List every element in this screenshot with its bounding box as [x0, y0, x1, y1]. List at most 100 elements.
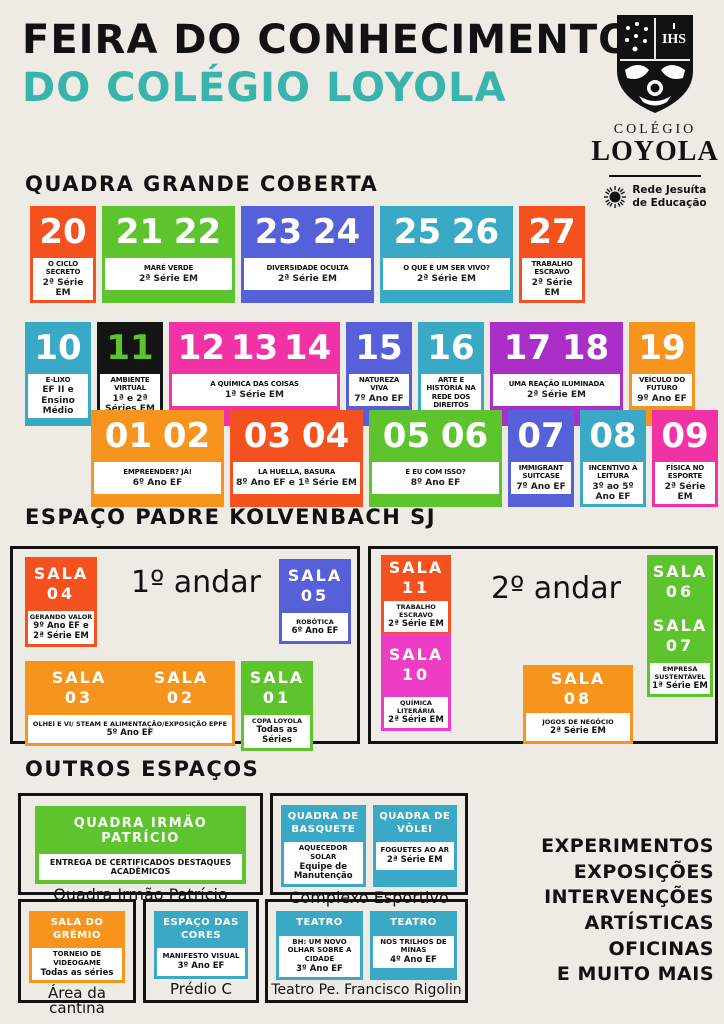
card-title: TORNEIO DE VIDEOGAME	[52, 950, 102, 967]
title-line1: FEIRA DO CONHECIMENTO	[22, 17, 634, 63]
sala-word: SALA	[287, 566, 343, 585]
stand-title: AMBIENTE VIRTUAL	[110, 376, 150, 393]
stand-grade: 2ª Série EM	[664, 481, 706, 503]
section-outros-heading: OUTROS ESPAÇOS	[25, 757, 260, 781]
card-title: BH: UM NOVO OLHAR SOBRE A CIDADE	[287, 937, 352, 964]
sala-grade: 6º Ano EF	[291, 625, 339, 636]
stand-number: 21	[115, 212, 164, 252]
page-title: FEIRA DO CONHECIMENTO DO COLÉGIO LOYOLA	[22, 16, 633, 112]
sala-06-07-label: EMPRESA SUSTENTÁVEL 1ª Série EM	[650, 663, 710, 695]
school-name-line1: COLÉGIO	[613, 122, 697, 137]
network-name-line2: de Educação	[632, 196, 707, 209]
card-header: ESPAÇO DAS CORES	[163, 917, 239, 941]
stand-08: 08 INCENTIVO À LEITURA 3º ao 5º Ano EF	[580, 410, 646, 508]
stand-title: DIVERSIDADE OCULTA	[266, 264, 349, 273]
stand-label: MARÉ VERDE 2ª Série EM	[105, 258, 232, 290]
stand-number: 26	[451, 212, 500, 252]
stand-number: 01	[104, 416, 153, 456]
sala-number: 02	[166, 688, 196, 707]
card-title: MANIFESTO VISUAL	[162, 952, 240, 961]
sala-10: SALA 10 QUÍMICA LITERÁRIA 2ª Série EM	[381, 633, 451, 732]
stand-title: O CICLO SECRETO	[45, 260, 81, 277]
stand-07: 07 IMMIGRANT SUITCASE 7º Ano EF	[508, 410, 574, 508]
sala-08: SALA 08 JOGOS DE NEGÓCIO 2ª Série EM	[523, 665, 633, 744]
sala-number: 10	[401, 665, 431, 684]
stand-number: 15	[355, 328, 403, 368]
stand-09: 09 FÍSICA NO ESPORTE 2ª Série EM	[652, 410, 718, 508]
sala-number: 05	[300, 586, 330, 605]
sala-number: 03	[64, 688, 94, 707]
sala-06-head: SALA 06	[650, 555, 710, 609]
jesuit-sun-icon	[604, 185, 627, 208]
highlight-line: OFICINAS	[608, 937, 714, 960]
patricio-title: ENTREGA DE CERTIFICADOS DESTAQUES ACADÊM…	[39, 854, 242, 880]
stand-grade: 2ª Série EM	[42, 277, 84, 299]
gremio-card: SALA DO GRÊMIO TORNEIO DE VIDEOGAME Toda…	[29, 911, 125, 984]
loyola-shield-icon: IHS	[617, 15, 693, 113]
sala-06-07: SALA 06 SALA 07 EMPRESA SUSTENTÁVEL 1ª S…	[647, 555, 713, 698]
cores-box: ESPAÇO DAS CORES MANIFESTO VISUAL 3º Ano…	[143, 899, 259, 1003]
card-label: MANIFESTO VISUAL 3º Ano EF	[157, 948, 245, 976]
sala-grade: 5º Ano EF	[106, 727, 154, 738]
sala-04-head: SALA 04	[28, 557, 94, 611]
sala-11: SALA 11 TRABALHO ESCRAVO 2ª Série EM	[381, 555, 451, 636]
card-grade: 2ª Série EM	[386, 854, 443, 865]
gremio-cards: SALA DO GRÊMIO TORNEIO DE VIDEOGAME Toda…	[21, 902, 133, 984]
stand-grade: 9º Ano EF	[637, 393, 687, 404]
sala-number: 08	[563, 689, 593, 708]
stand-title: EMPREENDER? JÁ!	[123, 468, 192, 477]
stand-10: 10 E-LIXO EF II e Ensino Médio	[25, 322, 91, 426]
stand-label: NATUREZA VIVA 7º Ano EF	[349, 374, 409, 407]
stand-grade: 2ª Série EM	[278, 273, 337, 284]
stand-title: ARTE E HISTÓRIA NA REDE DOS DIREITOS	[426, 376, 476, 410]
stand-number: 14	[283, 328, 332, 368]
sala-grade: Todas as Séries	[256, 725, 298, 745]
section-quadra-heading: QUADRA GRANDE COBERTA	[25, 172, 379, 196]
sala-word: SALA	[51, 668, 107, 687]
sala-title: TRABALHO ESCRAVO	[396, 603, 436, 620]
stand-number: 23	[254, 212, 303, 252]
sala-01-head: SALA 01	[244, 661, 310, 715]
card-header: TEATRO	[296, 917, 343, 928]
school-name-line2: LOYOLA	[591, 136, 719, 167]
sala-word: SALA	[388, 558, 444, 577]
floor2-label: 2º andar	[491, 571, 621, 606]
stand-20: 20 O CICLO SECRETO 2ª Série EM	[30, 206, 96, 304]
stand-number: 07	[517, 416, 565, 456]
stand-number: 06	[440, 416, 489, 456]
teatro-cards: TEATRO BH: UM NOVO OLHAR SOBRE A CIDADE …	[268, 902, 465, 980]
stand-19: 19 VEÍCULO DO FUTURO 9º Ano EF	[629, 322, 695, 426]
stand-number: 22	[173, 212, 222, 252]
sala-word: SALA	[388, 645, 444, 664]
sala-title: OLHEI E VI/ STEAM E ALIMENTAÇÃO/EXPOSIÇÃ…	[32, 719, 228, 728]
stand-numbers: 08	[583, 410, 643, 462]
card-header: SALA DO GRÊMIO	[50, 917, 104, 941]
card-grade: 3º Ano EF	[177, 960, 225, 971]
stand-numbers: 12 13 14	[172, 322, 337, 374]
sala-05-label: ROBÓTICA 6º Ano EF	[282, 613, 348, 641]
stand-numbers: 03 04	[233, 410, 360, 462]
stand-numbers: 05 06	[372, 410, 499, 462]
card-grade: Equipe de Manutenção	[293, 861, 353, 882]
stand-17-18: 17 18 UMA REAÇÃO ILUMINADA 2ª Série EM	[490, 322, 623, 426]
sala-grade: 2ª Série EM	[388, 619, 444, 630]
sala-title: JOGOS DE NEGÓCIO	[542, 717, 614, 726]
stand-label: VEÍCULO DO FUTURO 9º Ano EF	[632, 374, 692, 407]
sala-title: QUÍMICA LITERÁRIA	[397, 699, 435, 716]
stand-number: 03	[243, 416, 292, 456]
sala-word: SALA	[249, 668, 305, 687]
sala-title: EMPRESA SUSTENTÁVEL	[654, 665, 706, 682]
stand-numbers: 15	[349, 322, 409, 374]
stand-05-06: 05 06 E EU COM ISSO? 8º Ano EF	[369, 410, 502, 508]
card-header: QUADRA DE BASQUETE	[287, 811, 359, 835]
stand-number: 20	[39, 212, 87, 252]
stand-number: 24	[312, 212, 361, 252]
stand-grade: 2ª Série EM	[417, 273, 476, 284]
sala-01: SALA 01 COPA LOYOLA Todas as Séries	[241, 661, 313, 751]
teatro-box: TEATRO BH: UM NOVO OLHAR SOBRE A CIDADE …	[265, 899, 468, 1003]
stand-numbers: 25 26	[383, 206, 510, 258]
stand-grade: EF II e Ensino Médio	[41, 385, 75, 417]
highlight-line: INTERVENÇÕES ARTÍSTICAS	[544, 886, 714, 934]
stand-number: 11	[106, 328, 154, 368]
